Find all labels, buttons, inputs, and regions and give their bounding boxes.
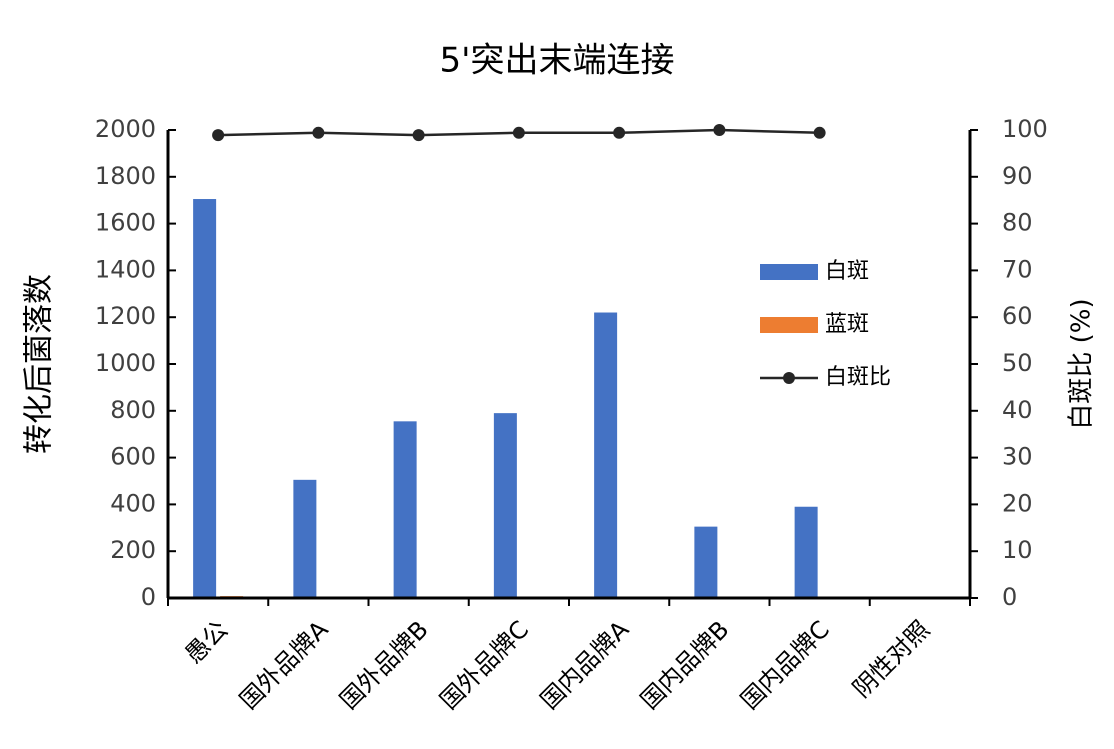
line-point <box>212 129 225 142</box>
y2-tick-label: 0 <box>1002 583 1017 611</box>
y-tick-label: 1200 <box>95 302 156 330</box>
x-tick-label: 国内品牌B <box>635 615 734 714</box>
y2-tick-label: 30 <box>1002 443 1033 471</box>
y2-tick-label: 90 <box>1002 162 1033 190</box>
x-tick-label: 国外品牌B <box>334 615 433 714</box>
y-axis-title: 转化后菌落数 <box>22 274 57 454</box>
y-tick-label: 200 <box>110 536 156 564</box>
y2-tick-label: 50 <box>1002 349 1033 377</box>
legend-label: 蓝斑 <box>825 312 869 337</box>
bar <box>694 526 718 598</box>
bar <box>393 421 417 598</box>
y2-tick-label: 60 <box>1002 302 1033 330</box>
legend-label: 白斑比 <box>825 365 891 390</box>
y2-tick-label: 100 <box>1002 115 1048 143</box>
bar <box>794 506 818 598</box>
y2-tick-label: 80 <box>1002 209 1033 237</box>
x-tick-label: 国内品牌A <box>535 615 635 715</box>
y-tick-label: 400 <box>110 489 156 517</box>
y-tick-label: 2000 <box>95 115 156 143</box>
x-tick-label: 愚公 <box>180 615 234 669</box>
x-tick-label: 国内品牌C <box>735 615 835 715</box>
legend-swatch <box>760 317 818 333</box>
line-point <box>512 126 525 139</box>
y-tick-label: 600 <box>110 443 156 471</box>
bar <box>493 413 517 598</box>
y-tick-label: 800 <box>110 396 156 424</box>
x-tick-label: 阴性对照 <box>847 615 935 703</box>
y-tick-label: 1400 <box>95 255 156 283</box>
x-tick-label: 国外品牌A <box>234 615 334 715</box>
legend-swatch <box>760 264 818 280</box>
y-tick-label: 1800 <box>95 162 156 190</box>
bar <box>193 199 217 598</box>
line-point <box>312 126 325 139</box>
line-point <box>412 129 425 142</box>
x-tick-label: 国外品牌C <box>435 615 535 715</box>
legend-marker <box>783 372 795 384</box>
y2-tick-label: 70 <box>1002 255 1033 283</box>
y-tick-label: 0 <box>141 583 156 611</box>
line-point <box>713 124 726 136</box>
y-tick-label: 1600 <box>95 209 156 237</box>
line-point <box>613 126 626 139</box>
y2-tick-label: 40 <box>1002 396 1033 424</box>
legend-label: 白斑 <box>825 259 869 284</box>
y2-tick-label: 10 <box>1002 536 1033 564</box>
line-point <box>813 126 826 139</box>
bar <box>594 312 618 598</box>
bar <box>293 479 317 598</box>
y2-tick-label: 20 <box>1002 489 1033 517</box>
y-tick-label: 1000 <box>95 349 156 377</box>
chart-title: 5'突出末端连接 <box>440 41 675 81</box>
y2-axis-title: 白斑比 (%) <box>1067 298 1097 429</box>
